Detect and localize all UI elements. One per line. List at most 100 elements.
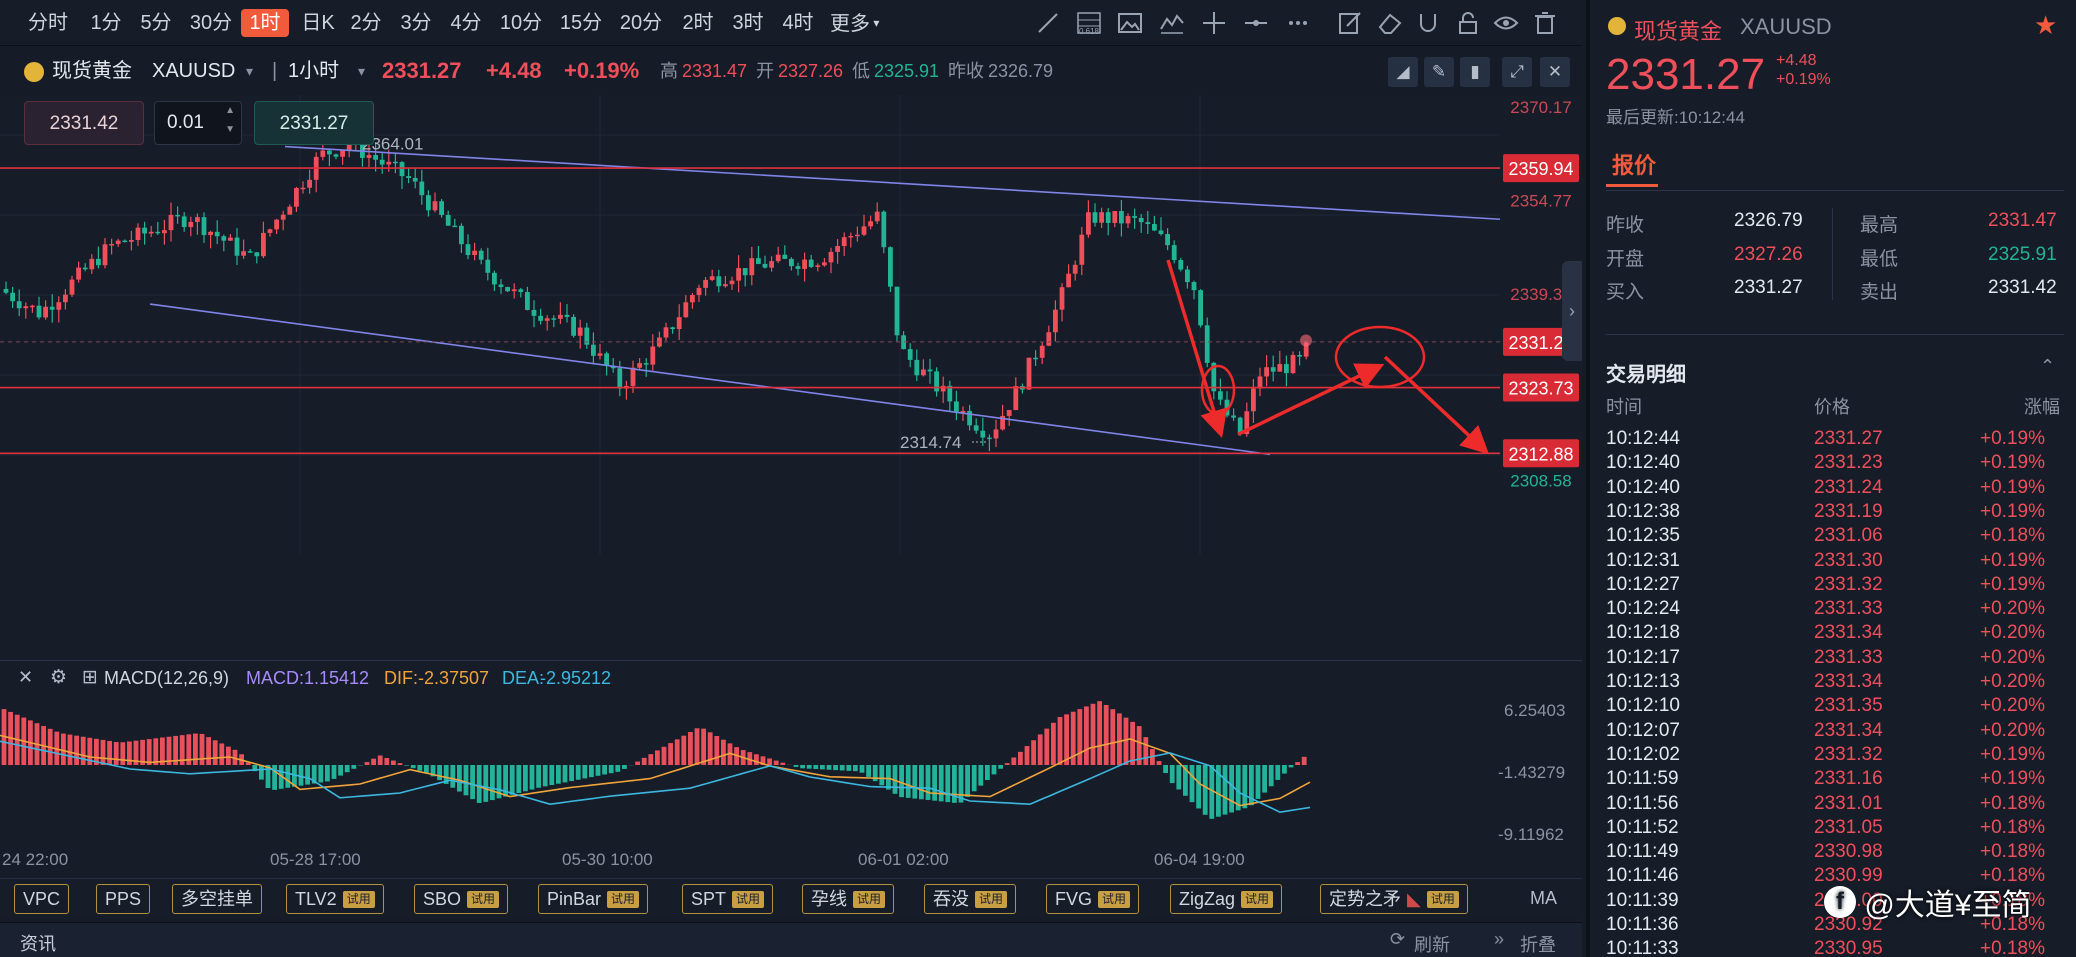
lock-icon[interactable] xyxy=(1454,9,1482,37)
candle-body xyxy=(736,268,741,281)
trade-price: 2330.99 xyxy=(1814,865,1883,887)
trash-icon[interactable] xyxy=(1531,9,1559,37)
magnet-icon[interactable] xyxy=(1414,9,1442,37)
symbol-code[interactable]: XAUUSD xyxy=(152,60,236,82)
collapse-icon[interactable]: » xyxy=(1494,929,1505,949)
horizontal-line-icon[interactable] xyxy=(1242,9,1270,37)
x-tick-2: 05-30 10:00 xyxy=(562,850,653,869)
indicator-spt[interactable]: SPT 试用 xyxy=(682,884,774,914)
stepper-up-icon[interactable]: ▲ xyxy=(225,105,235,116)
indicator-zigzag[interactable]: ZigZag 试用 xyxy=(1170,884,1283,914)
tab-quote[interactable]: 报价 xyxy=(1612,153,1657,178)
tf-4m[interactable]: 4分 xyxy=(450,12,482,34)
stepper-down-icon[interactable]: ▼ xyxy=(225,124,235,135)
tf-daily[interactable]: 日K xyxy=(301,12,335,34)
macd-bar xyxy=(853,765,858,772)
macd-close-icon[interactable]: ✕ xyxy=(18,667,34,687)
symbol-name[interactable]: 现货黄金 xyxy=(52,60,132,82)
wave-icon[interactable] xyxy=(1158,9,1186,37)
tf-3h[interactable]: 3时 xyxy=(732,12,764,34)
indicator-trend-spear[interactable]: 定势之矛 ◣ 试用 xyxy=(1320,884,1468,914)
favorite-star-icon[interactable]: ★ xyxy=(2034,10,2058,40)
candle-body xyxy=(412,178,418,182)
macd-bar xyxy=(971,765,977,792)
macd-panel[interactable]: ✕ ⚙ ⊞ MACD(12,26,9) MACD: 1.15412 DIF: -… xyxy=(0,660,1582,860)
indicator-ma[interactable]: MA xyxy=(1530,888,1557,908)
candle-body xyxy=(1270,367,1276,372)
candle-body xyxy=(960,410,966,413)
tf-15m[interactable]: 15分 xyxy=(559,12,603,34)
tf-1m[interactable]: 1分 xyxy=(90,12,122,34)
macd-bar xyxy=(516,765,522,794)
trade-row: 10:12:10 2331.35 +0.20% xyxy=(1604,695,2064,719)
pencil-icon[interactable]: ✎ xyxy=(1424,57,1454,87)
indicator-sbo[interactable]: SBO 试用 xyxy=(414,884,509,914)
tf-10m[interactable]: 10分 xyxy=(499,12,543,34)
indicator-inside-bar[interactable]: 孕线 试用 xyxy=(802,884,895,914)
trade-price: 2331.32 xyxy=(1814,573,1883,595)
close-icon[interactable]: ✕ xyxy=(1540,57,1570,87)
interval-select[interactable]: 1小时 xyxy=(288,60,340,82)
candle-style-icon[interactable]: ▮ xyxy=(1460,57,1490,87)
news-label[interactable]: 资讯 xyxy=(20,934,56,954)
eye-icon[interactable] xyxy=(1492,9,1520,37)
maximize-icon[interactable]: ⤢ xyxy=(1502,57,1532,87)
image-icon[interactable] xyxy=(1116,9,1144,37)
lot-stepper[interactable]: 0.01 ▲ ▼ xyxy=(154,101,242,145)
candle-body xyxy=(993,429,999,439)
trade-time: 10:12:24 xyxy=(1606,598,1680,620)
trade-header-change: 涨幅 xyxy=(2024,397,2060,417)
indicator-fvg[interactable]: FVG 试用 xyxy=(1046,884,1140,914)
tf-2m[interactable]: 2分 xyxy=(350,12,382,34)
macd-bar xyxy=(1169,765,1175,784)
trend-line-icon[interactable] xyxy=(1034,9,1062,37)
indicator-label: 孕线 xyxy=(811,889,847,909)
candlestick-chart[interactable]: 2359.94 2331.27 2323.73 2312.88 2370.17 2354.… xyxy=(0,95,1582,665)
tf-20m[interactable]: 20分 xyxy=(619,12,663,34)
macd-bar xyxy=(391,760,396,765)
tf-4h[interactable]: 4时 xyxy=(782,12,814,34)
indicator-vpc[interactable]: VPC xyxy=(14,884,70,914)
lot-value[interactable]: 0.01 xyxy=(167,112,204,133)
indicator-pps[interactable]: PPS xyxy=(96,884,151,914)
indicator-orders[interactable]: 多空挂单 xyxy=(172,884,262,914)
refresh-button[interactable]: 刷新 xyxy=(1414,935,1450,955)
tf-3m[interactable]: 3分 xyxy=(400,12,432,34)
tf-5m[interactable]: 5分 xyxy=(140,12,172,34)
candle-body xyxy=(135,227,141,241)
trade-time: 10:12:40 xyxy=(1606,476,1680,498)
sell-price-box[interactable]: 2331.42 xyxy=(24,101,144,145)
symbol-caret-icon[interactable]: ▾ xyxy=(246,63,254,79)
macd-add-icon[interactable]: ⊞ xyxy=(82,667,98,688)
tf-2h[interactable]: 2时 xyxy=(682,12,714,34)
crosshair-icon[interactable] xyxy=(1200,9,1228,37)
macd-bar xyxy=(1209,765,1215,819)
collapse-up-icon[interactable]: ⌃ xyxy=(2040,356,2056,376)
indicator-tlv2[interactable]: TLV2 试用 xyxy=(286,884,384,914)
line-tool-icon[interactable]: ◢ xyxy=(1388,57,1418,87)
fibonacci-icon[interactable]: 0.618 xyxy=(1075,9,1103,37)
tf-tick[interactable]: 分时 xyxy=(28,12,68,34)
price-chart[interactable]: 2359.94 2331.27 2323.73 2312.88 2370.17 2354.… xyxy=(0,95,1582,665)
macd-bar xyxy=(721,739,726,765)
macd-settings-icon[interactable]: ⚙ xyxy=(50,667,68,688)
interval-caret-icon[interactable]: ▾ xyxy=(358,63,366,79)
buy-price-box[interactable]: 2331.27 xyxy=(254,101,374,145)
refresh-icon[interactable]: ⟳ xyxy=(1390,929,1406,949)
candle-body xyxy=(1191,282,1197,291)
indicator-engulfing[interactable]: 吞没 试用 xyxy=(924,884,1017,914)
expand-panel-chevron-icon[interactable]: › xyxy=(1562,261,1582,361)
more-timeframes-button[interactable]: 更多 ▾ xyxy=(830,9,886,37)
macd-bar xyxy=(87,737,93,765)
indicator-pinbar[interactable]: PinBar 试用 xyxy=(538,884,649,914)
more-tools-icon[interactable] xyxy=(1284,9,1312,37)
collapse-button[interactable]: 折叠 xyxy=(1520,935,1556,955)
macd-bar xyxy=(80,736,86,765)
tf-30m[interactable]: 30分 xyxy=(189,12,233,34)
trade-price: 2331.34 xyxy=(1814,671,1883,692)
eraser-icon[interactable] xyxy=(1376,9,1404,37)
edit-icon[interactable] xyxy=(1336,9,1364,37)
tf-1h[interactable]: 1时 xyxy=(241,9,289,37)
macd-bar xyxy=(1057,717,1063,765)
symbol-header: 现货黄金 XAUUSD ▾ | 1小时 ▾ 2331.27 +4.48 +0.1… xyxy=(0,47,1582,95)
